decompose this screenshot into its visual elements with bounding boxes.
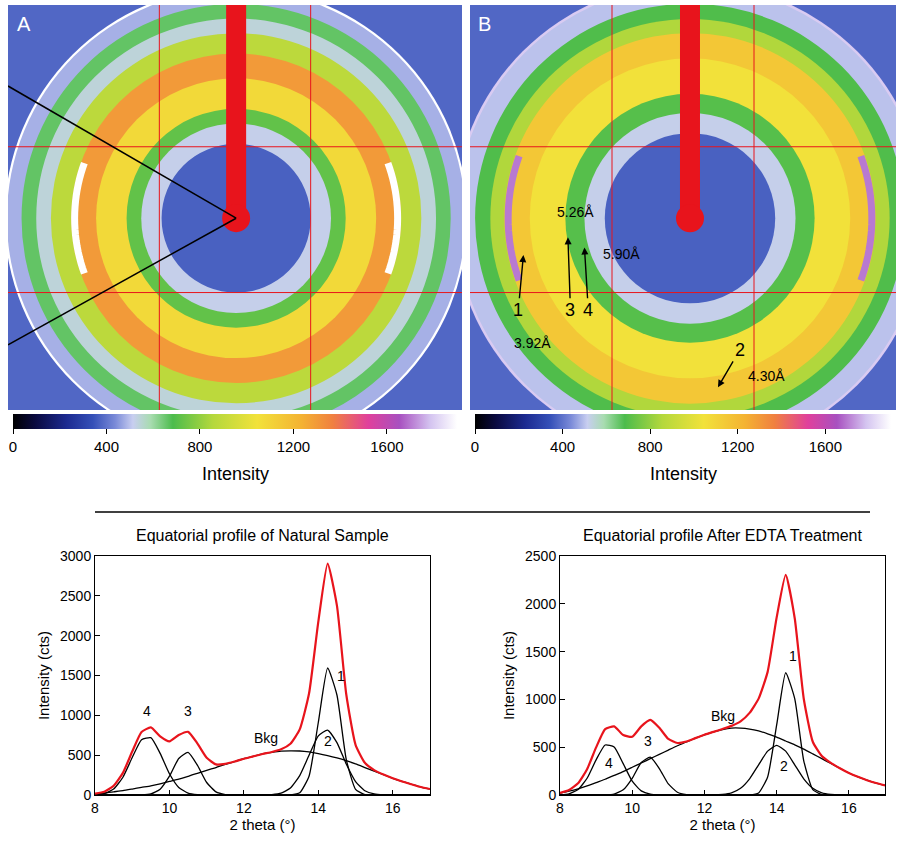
svg-text:1000: 1000 (60, 707, 91, 723)
svg-text:Intensity: Intensity (650, 464, 717, 484)
svg-text:10: 10 (624, 800, 640, 816)
svg-text:500: 500 (68, 747, 92, 763)
svg-text:16: 16 (841, 800, 857, 816)
svg-text:2: 2 (780, 758, 788, 774)
svg-text:4: 4 (605, 755, 613, 771)
svg-text:1600: 1600 (370, 438, 403, 455)
svg-text:10: 10 (162, 800, 178, 816)
svg-text:2 theta (°): 2 theta (°) (689, 816, 755, 833)
svg-text:1600: 1600 (809, 438, 842, 455)
svg-text:A: A (17, 13, 31, 35)
svg-text:2: 2 (324, 733, 332, 749)
svg-text:Bkg: Bkg (711, 708, 735, 724)
svg-text:2000: 2000 (525, 596, 556, 612)
svg-text:400: 400 (94, 438, 119, 455)
svg-text:500: 500 (533, 739, 557, 755)
svg-text:14: 14 (311, 800, 327, 816)
svg-text:12: 12 (236, 800, 252, 816)
svg-text:16: 16 (385, 800, 401, 816)
svg-text:4.30Å: 4.30Å (748, 368, 785, 384)
svg-text:2500: 2500 (60, 588, 91, 604)
svg-text:Intensity: Intensity (202, 464, 269, 484)
svg-text:8: 8 (556, 800, 564, 816)
svg-text:B: B (478, 13, 491, 35)
svg-text:Bkg: Bkg (254, 730, 278, 746)
svg-text:3: 3 (644, 733, 652, 749)
svg-text:2500: 2500 (525, 548, 556, 564)
svg-text:0: 0 (548, 787, 556, 803)
svg-text:2 theta (°): 2 theta (°) (229, 816, 295, 833)
svg-text:Equatorial profile After EDTA: Equatorial profile After EDTA Treatment (583, 527, 863, 544)
svg-text:12: 12 (697, 800, 713, 816)
svg-text:1000: 1000 (525, 691, 556, 707)
svg-text:Equatorial profile of Natural: Equatorial profile of Natural Sample (136, 527, 389, 544)
svg-text:0: 0 (83, 787, 91, 803)
svg-text:800: 800 (187, 438, 212, 455)
svg-text:3: 3 (565, 300, 575, 320)
svg-text:1500: 1500 (60, 667, 91, 683)
svg-text:1200: 1200 (277, 438, 310, 455)
svg-text:3000: 3000 (60, 548, 91, 564)
svg-text:1: 1 (513, 300, 523, 320)
svg-text:4: 4 (583, 300, 593, 320)
svg-text:3: 3 (184, 703, 192, 719)
svg-text:2000: 2000 (60, 628, 91, 644)
svg-text:14: 14 (769, 800, 785, 816)
svg-text:1200: 1200 (721, 438, 754, 455)
svg-text:1500: 1500 (525, 644, 556, 660)
svg-text:5.90Å: 5.90Å (603, 246, 640, 262)
svg-text:5.26Å: 5.26Å (557, 204, 594, 220)
svg-text:0: 0 (9, 438, 17, 455)
svg-text:Intensity (cts): Intensity (cts) (500, 631, 517, 720)
svg-text:0: 0 (471, 438, 479, 455)
svg-text:1: 1 (337, 668, 345, 684)
svg-text:1: 1 (789, 648, 797, 664)
svg-text:3.92Å: 3.92Å (514, 335, 551, 351)
svg-text:Intensity (cts): Intensity (cts) (35, 631, 52, 720)
svg-text:800: 800 (638, 438, 663, 455)
svg-text:4: 4 (143, 703, 151, 719)
svg-text:400: 400 (550, 438, 575, 455)
svg-text:2: 2 (735, 340, 745, 360)
svg-text:8: 8 (91, 800, 99, 816)
